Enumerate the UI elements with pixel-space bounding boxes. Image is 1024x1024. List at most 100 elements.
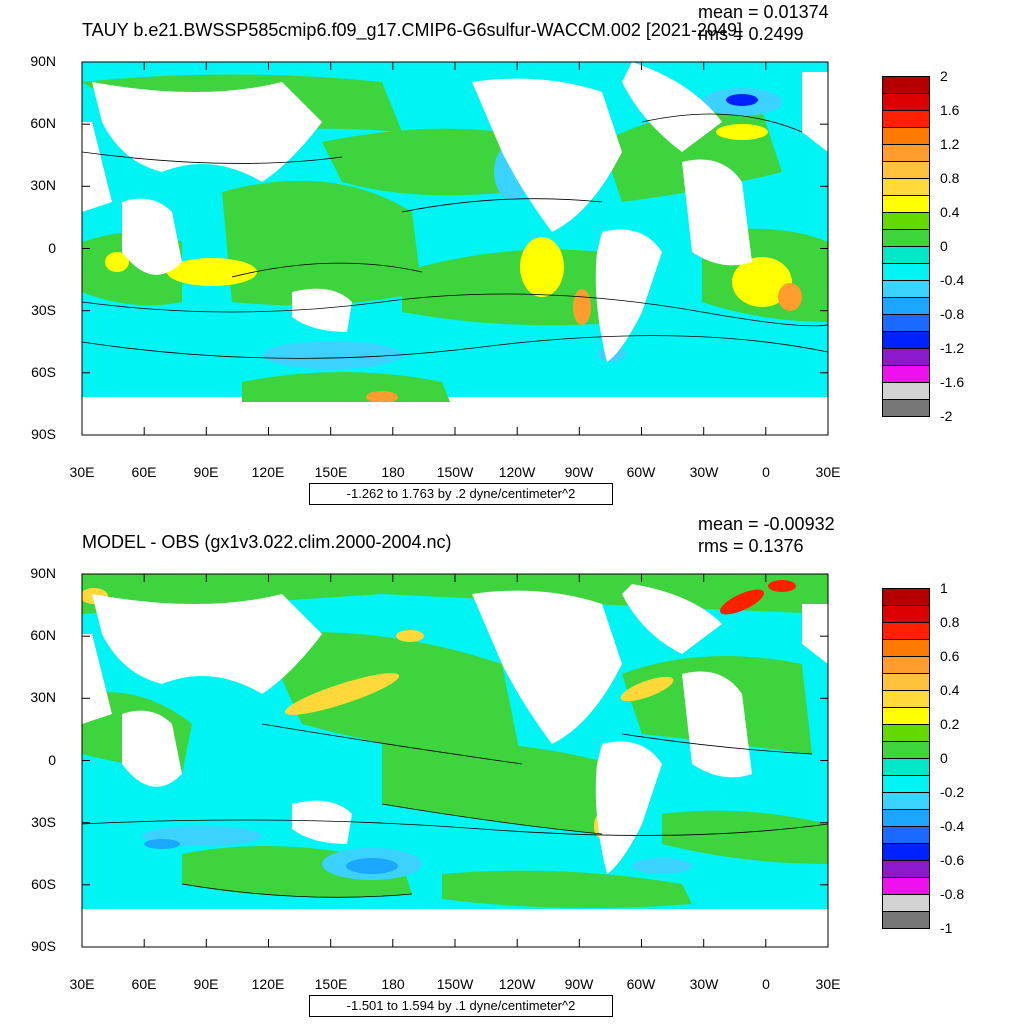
colorbar-label: 0 (940, 750, 948, 766)
lon-tick-label: 120E (251, 464, 285, 480)
lat-tick-label: 30N (30, 177, 56, 193)
contour-range-label: -1.501 to 1.594 by .1 dyne/centimeter^2 (309, 995, 613, 1017)
colorbar-swatch (883, 213, 929, 230)
colorbar-label: -0.8 (940, 306, 965, 322)
land-masses (82, 584, 828, 874)
colorbar-label: -0.6 (940, 852, 965, 868)
colorbar-swatch (883, 640, 929, 657)
lat-tick-label: 0 (48, 240, 56, 256)
lon-tick-marks (81, 574, 829, 947)
colorbar-label: -0.2 (940, 784, 965, 800)
colorbar (882, 76, 930, 417)
colorbar-label: 0.6 (940, 648, 960, 664)
colorbar-swatch (883, 878, 929, 895)
colorbar-label: 1.2 (940, 136, 960, 152)
lon-tick-label: 90E (193, 464, 219, 480)
colorbar-swatch (883, 315, 929, 332)
colorbar-swatch (883, 776, 929, 793)
colorbar-swatch (883, 861, 929, 878)
colorbar-swatch (883, 759, 929, 776)
colorbar-swatch (883, 281, 929, 298)
colorbar-swatch (883, 912, 929, 929)
colorbar-label: 0 (940, 238, 948, 254)
lat-tick-label: 60S (31, 876, 56, 892)
colorbar-label: -0.4 (940, 818, 965, 834)
field-strong-maxima (719, 580, 796, 615)
colorbar-label: -1 (940, 920, 953, 936)
colorbar-swatch (883, 247, 929, 264)
lat-tick-label: 60S (31, 364, 56, 380)
lon-tick-label: 30E (69, 976, 95, 992)
lon-tick-label: 30E (815, 976, 841, 992)
lon-tick-label: 0 (762, 464, 770, 480)
lon-tick-label: 120W (498, 976, 536, 992)
lat-tick-label: 90N (30, 565, 56, 581)
colorbar-label: 0.4 (940, 682, 960, 698)
lon-tick-label: 30E (815, 464, 841, 480)
colorbar-swatch (883, 674, 929, 691)
lon-tick-label: 150E (314, 464, 348, 480)
colorbar-swatch (883, 349, 929, 366)
colorbar-swatch (883, 77, 929, 94)
colorbar-swatch (883, 589, 929, 606)
colorbar-swatch (883, 895, 929, 912)
mean-label: mean = -0.00932 (698, 514, 835, 534)
lon-tick-label: 0 (762, 976, 770, 992)
lat-tick-label: 60N (30, 115, 56, 131)
colorbar-swatch (883, 298, 929, 315)
colorbar-swatch (883, 162, 929, 179)
field-maxima (105, 124, 792, 307)
colorbar-swatch (883, 400, 929, 417)
colorbar-swatch (883, 128, 929, 145)
lon-tick-label: 30E (69, 464, 95, 480)
colorbar-swatch (883, 145, 929, 162)
lon-tick-label: 60E (131, 464, 157, 480)
lon-tick-label: 120W (498, 464, 536, 480)
mean-label: mean = 0.01374 (698, 2, 829, 22)
lon-tick-label: 30W (689, 464, 719, 480)
contour-lines (82, 723, 828, 898)
lat-tick-label: 90S (31, 426, 56, 442)
lat-tick-label: 30N (30, 689, 56, 705)
lat-tick-label: 90S (31, 938, 56, 954)
contour-lines (82, 113, 828, 359)
lat-tick-marks (82, 123, 828, 374)
colorbar-label: -1.6 (940, 374, 965, 390)
colorbar-swatch (883, 657, 929, 674)
bottom-map-panel: MODEL - OBS (gx1v3.022.clim.2000-2004.nc… (0, 512, 1024, 1024)
colorbar-label: 2 (940, 68, 948, 84)
panel-title: MODEL - OBS (gx1v3.022.clim.2000-2004.nc… (82, 532, 452, 552)
colorbar-swatch (883, 793, 929, 810)
lon-tick-label: 150W (436, 976, 474, 992)
land-masses (82, 62, 828, 362)
colorbar-swatch (883, 810, 929, 827)
colorbar-swatch (883, 383, 929, 400)
field-strong-minimum (726, 94, 758, 106)
lon-tick-label: 150E (314, 976, 348, 992)
lat-tick-label: 0 (48, 752, 56, 768)
colorbar-label: 0.2 (940, 716, 960, 732)
colorbar-swatch (883, 623, 929, 640)
colorbar-swatch (883, 708, 929, 725)
colorbar-swatch (883, 230, 929, 247)
lon-tick-label: 90W (564, 976, 594, 992)
colorbar-label: 1 (940, 580, 948, 596)
lat-tick-label: 30S (31, 814, 56, 830)
panel-title: TAUY b.e21.BWSSP585cmip6.f09_g17.CMIP6-G… (82, 20, 742, 40)
contour-range-label: -1.262 to 1.763 by .2 dyne/centimeter^2 (309, 483, 613, 505)
lat-tick-marks (82, 635, 828, 886)
rms-label: rms = 0.1376 (698, 536, 804, 556)
colorbar-swatch (883, 827, 929, 844)
lon-tick-label: 30W (689, 976, 719, 992)
colorbar (882, 588, 930, 929)
lon-tick-label: 150W (436, 464, 474, 480)
colorbar-swatch (883, 844, 929, 861)
map-plot (81, 573, 829, 948)
colorbar-swatch (883, 606, 929, 623)
lon-tick-label: 90E (193, 976, 219, 992)
colorbar-swatch (883, 179, 929, 196)
colorbar-swatch (883, 366, 929, 383)
lon-tick-label: 60W (626, 976, 656, 992)
colorbar-swatch (883, 332, 929, 349)
colorbar-swatch (883, 742, 929, 759)
